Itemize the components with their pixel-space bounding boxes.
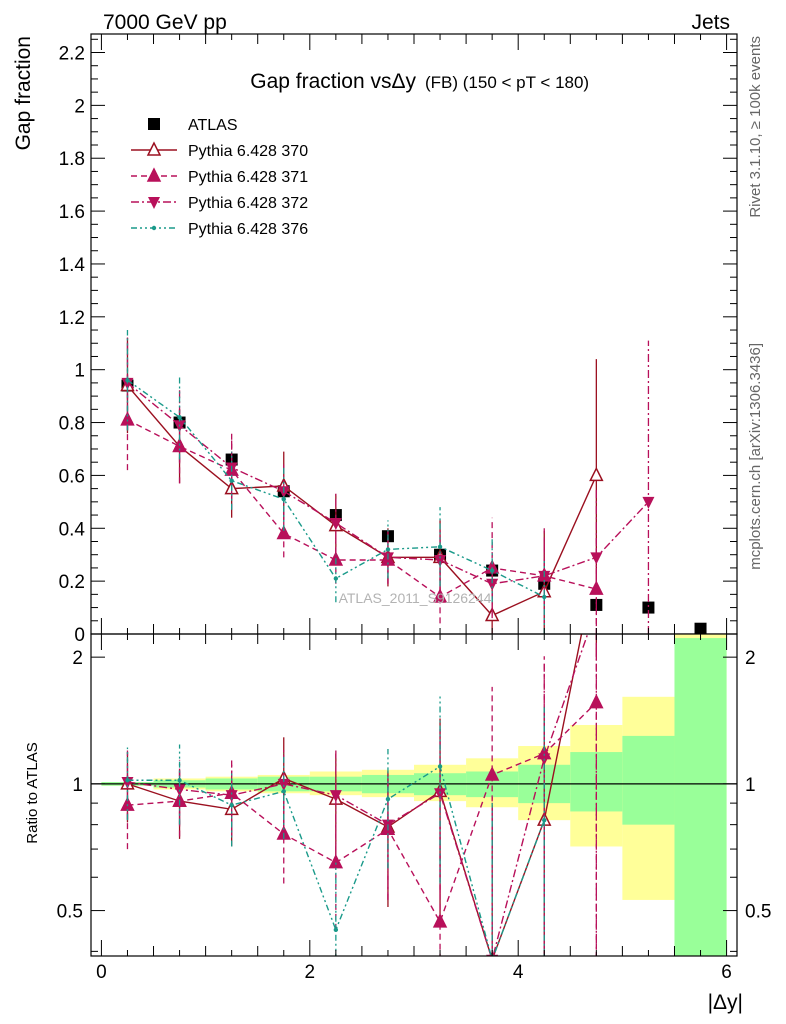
ratio-data-point [385, 796, 391, 802]
legend-label: ATLAS [188, 117, 238, 134]
ratio-data-point [432, 913, 448, 928]
ratio-data-point [490, 957, 494, 961]
ratio-series-pythia-6-428-376 [125, 695, 547, 961]
x-axis-label: |Δy| [708, 991, 743, 1014]
main-data-point [437, 544, 443, 549]
ratio-ytick-label-right: 1 [745, 775, 756, 796]
main-ytick-label: 1.8 [59, 149, 85, 170]
ratio-data-point [437, 764, 443, 769]
ratio-series-line [127, 702, 597, 924]
ratio-plot-content [120, 634, 604, 961]
main-ytick-label: 0.8 [59, 414, 85, 435]
main-plot: 0 0.2 0.4 0.6 0.8 1 1.2 1.4 1.6 1.8 2 2.2 Gap fract… [12, 33, 738, 646]
main-data-point [589, 466, 604, 482]
main-ytick-label: 1.4 [59, 255, 86, 276]
main-series-pythia-6-428-376 [125, 330, 547, 634]
ratio-data-point [229, 802, 234, 808]
ratio-band-green [622, 735, 675, 825]
ratio-data-point [542, 817, 547, 823]
legend-label: Pythia 6.428 372 [188, 195, 308, 212]
x-tick-label: 2 [305, 962, 316, 983]
main-ytick-label: 0 [74, 625, 85, 646]
main-ytick-label: 0.6 [59, 466, 85, 487]
main-data-point [333, 576, 339, 581]
main-ytick-label: 0.4 [59, 519, 86, 540]
ratio-band-green [674, 638, 727, 956]
legend-marker [151, 225, 157, 231]
ratio-data-point [484, 766, 500, 781]
main-data-point [385, 547, 391, 552]
main-data-point [642, 601, 655, 614]
x-tick-label: 6 [721, 962, 732, 983]
main-ytick-label: 1.2 [59, 308, 85, 329]
legend-marker [146, 167, 162, 182]
ratio-ytick-label: 2 [72, 648, 83, 669]
header-right: Jets [691, 11, 730, 34]
main-data-point [281, 496, 286, 502]
main-data-point [434, 554, 447, 567]
main-data-point [125, 378, 130, 383]
main-data-point [489, 568, 495, 573]
ratio-series-line [127, 634, 589, 956]
ratio-data-point [277, 778, 290, 791]
main-ytick-label: 2.2 [59, 44, 85, 65]
ratio-data-point [329, 790, 342, 803]
main-series-line [127, 419, 597, 598]
main-data-point [329, 517, 342, 530]
main-data-point [590, 552, 603, 565]
ratio-ytick-label: 0.5 [57, 902, 83, 923]
header-left: 7000 GeV pp [103, 11, 227, 34]
main-series-line [126, 385, 597, 617]
ratio-bands [101, 634, 727, 956]
legend-label: Pythia 6.428 370 [188, 143, 308, 160]
main-data-point [432, 588, 448, 603]
legend-marker [146, 141, 162, 156]
main-data-point [177, 415, 182, 420]
main-ytick-label: 1 [74, 361, 85, 382]
legend-marker [148, 197, 160, 209]
ratio-ytick-label-right: 2 [745, 648, 756, 669]
main-ytick-label: 1.6 [59, 202, 85, 223]
x-tick-label: 4 [513, 962, 524, 983]
ratio-data-point [177, 778, 182, 783]
ratio-data-point [281, 789, 286, 794]
main-plot-content [120, 330, 707, 635]
legend: ATLAS Pythia 6.428 370 Pythia 6.428 371 Pyt… [131, 117, 308, 238]
ratio-data-point [333, 927, 339, 933]
main-data-point [486, 578, 499, 591]
main-plot-title: Gap fraction vsΔy [250, 70, 416, 93]
ratio-y-label: Ratio to ATLAS [24, 742, 41, 843]
legend-label: Pythia 6.428 376 [188, 221, 308, 238]
legend-label: Pythia 6.428 371 [188, 169, 308, 186]
x-ticks: 0 2 4 6 [96, 34, 732, 983]
ratio-ytick-label-right: 0.5 [745, 902, 771, 923]
ratio-data-point [434, 788, 447, 801]
main-series-line [127, 379, 545, 598]
watermark: ATLAS_2011_S9126244 [339, 590, 492, 606]
main-data-point [642, 496, 655, 509]
ratio-ytick-label: 1 [72, 775, 83, 796]
main-ytick-label: 2 [74, 96, 85, 117]
ratio-data-point [125, 778, 130, 783]
main-data-point [276, 524, 291, 540]
main-data-point [229, 478, 234, 483]
main-data-point [121, 377, 134, 390]
main-yticks: 0 0.2 0.4 0.6 0.8 1 1.2 1.4 1.6 1.8 2 2.2 [59, 38, 737, 646]
ratio-data-point [225, 790, 238, 803]
main-ytick-label: 0.2 [59, 572, 85, 593]
ratio-series-line [127, 765, 545, 956]
rivet-version-label: Rivet 3.1.10, ≥ 100k events [747, 36, 764, 218]
ratio-data-point [328, 853, 344, 869]
ratio-yticks: 0.5 0.5 1 1 2 2 [57, 648, 771, 952]
mcplots-label: mcplots.cern.ch [arXiv:1306.3436] [747, 343, 764, 570]
main-data-point [542, 594, 547, 600]
x-tick-label: 0 [96, 962, 107, 983]
legend-marker [148, 118, 160, 130]
main-y-label: Gap fraction [12, 36, 35, 150]
main-plot-subtitle: (FB) (150 < pT < 180) [425, 73, 589, 92]
